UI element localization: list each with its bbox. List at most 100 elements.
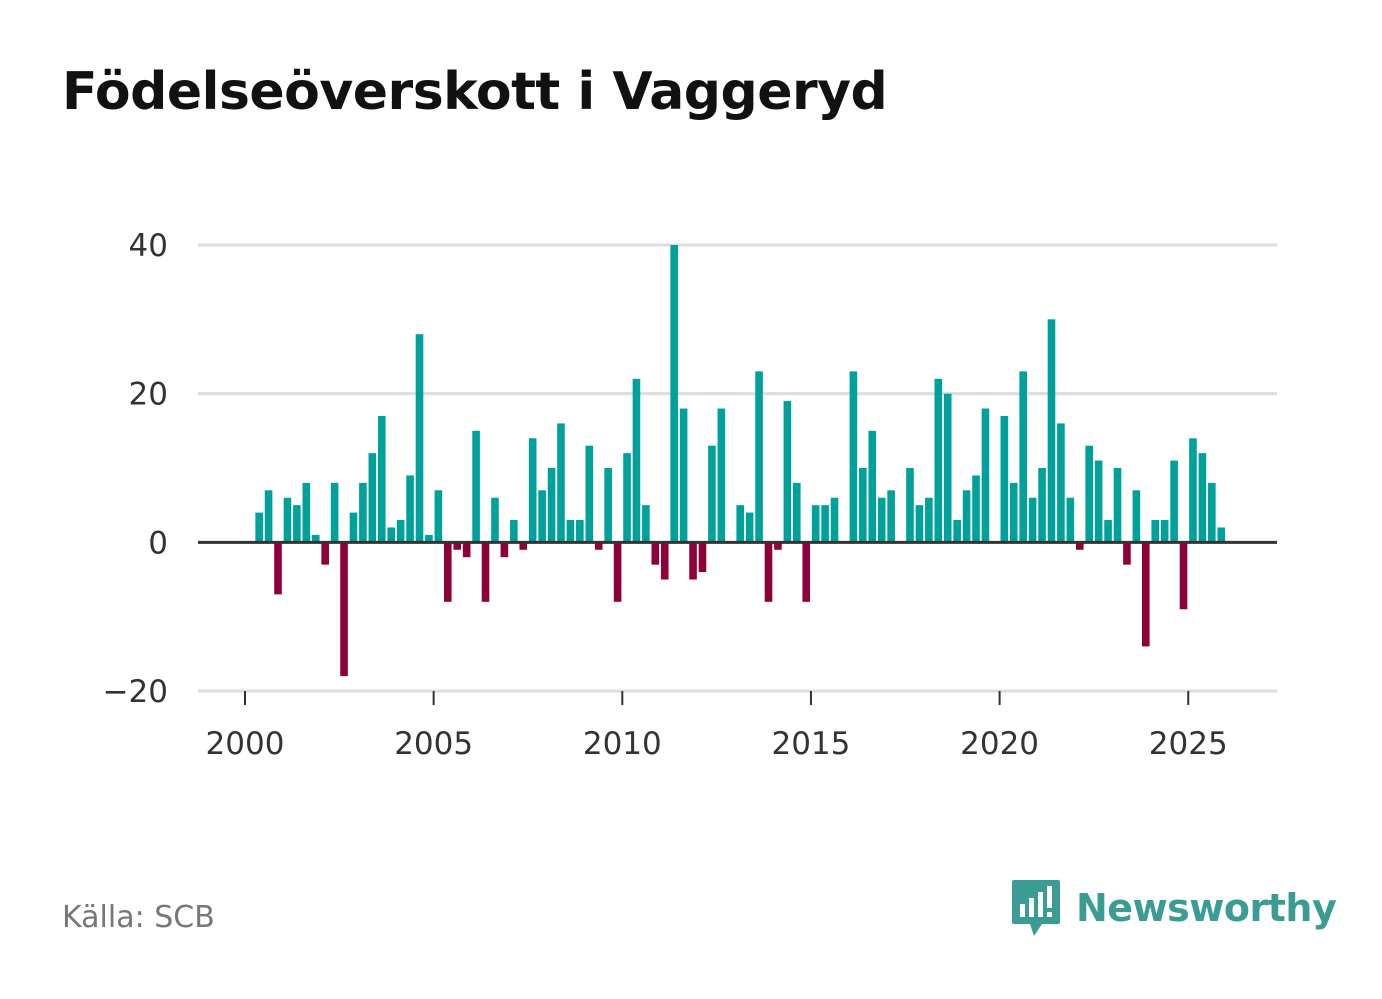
- bar-positive: [425, 534, 433, 543]
- bar-positive: [670, 245, 678, 543]
- bar-positive: [330, 482, 339, 543]
- bar-positive: [642, 505, 650, 543]
- bar-positive: [359, 482, 367, 543]
- bar-positive: [255, 512, 263, 543]
- bar-negative: [1179, 542, 1188, 610]
- bar-negative: [613, 542, 622, 602]
- bar-chart-speech-bubble-icon: [1012, 880, 1060, 936]
- bar-positive: [510, 520, 518, 543]
- bar-positive: [1085, 445, 1094, 543]
- bar-positive: [538, 490, 546, 543]
- brand-name: Newsworthy: [1076, 886, 1337, 930]
- bar-negative: [764, 542, 773, 602]
- bar-positive: [349, 512, 358, 543]
- bar-positive: [736, 505, 745, 543]
- bar-positive: [632, 378, 641, 543]
- bar-positive: [264, 490, 273, 543]
- chart-title: Födelseöverskott i Vaggeryd: [62, 62, 888, 122]
- bar-positive: [830, 497, 839, 543]
- bar-positive: [934, 378, 943, 543]
- bar-positive: [906, 468, 914, 543]
- source-label: Källa: SCB: [62, 900, 215, 935]
- bar-positive: [962, 490, 971, 543]
- bar-positive: [1217, 527, 1226, 543]
- bar-positive: [1208, 482, 1216, 543]
- bar-positive: [302, 482, 311, 543]
- bar-positive: [1198, 453, 1207, 543]
- bar-positive: [396, 520, 405, 543]
- bar-positive: [925, 497, 933, 543]
- bar-positive: [717, 408, 726, 543]
- bar-positive: [783, 401, 792, 543]
- axes: 40 20 0 −20 2000 2005 2010 2015 2020 2025: [103, 228, 1277, 762]
- bar-positive: [1047, 319, 1056, 543]
- bar-positive: [1104, 520, 1112, 543]
- x-tick-label: 2010: [583, 726, 662, 762]
- bar-positive: [1028, 497, 1037, 543]
- bar-positive: [1057, 423, 1065, 543]
- y-tick-label: 40: [129, 228, 168, 264]
- x-tick-label: 2005: [394, 726, 473, 762]
- bar-positive: [755, 371, 763, 543]
- bar-positive: [491, 497, 499, 543]
- bar-positive: [547, 468, 556, 543]
- bar-positive: [793, 482, 801, 543]
- bar-negative: [519, 542, 528, 550]
- bar-positive: [821, 505, 829, 543]
- x-tick-label: 2015: [771, 726, 850, 762]
- bar-positive: [868, 430, 877, 543]
- bar-positive: [566, 520, 575, 543]
- bar-positive: [1000, 415, 1009, 543]
- bar-positive: [528, 438, 537, 543]
- bar-negative: [453, 542, 462, 550]
- bar-negative: [802, 542, 811, 602]
- bar-positive: [406, 475, 414, 543]
- bar-negative: [689, 542, 697, 580]
- bar-positive: [1009, 482, 1018, 543]
- bar-positive: [387, 527, 395, 543]
- bar-negative: [340, 542, 348, 677]
- bar-positive: [1038, 468, 1046, 543]
- bar-positive: [585, 445, 594, 543]
- bar-negative: [1123, 542, 1131, 565]
- bar-series: [255, 245, 1226, 677]
- bar-positive: [576, 520, 584, 543]
- bar-positive: [877, 497, 886, 543]
- bar-positive: [1160, 520, 1169, 543]
- bar-negative: [444, 542, 452, 602]
- bar-negative: [774, 542, 782, 550]
- bar-negative: [462, 542, 471, 558]
- bar-positive: [972, 475, 980, 543]
- bar-positive: [1113, 468, 1122, 543]
- bar-positive: [311, 534, 320, 543]
- bar-positive: [283, 497, 292, 543]
- bar-positive: [1094, 460, 1103, 543]
- bar-positive: [1132, 490, 1141, 543]
- bar-positive: [859, 468, 867, 543]
- y-tick-label: 0: [148, 525, 168, 561]
- bar-positive: [293, 505, 301, 543]
- bar-positive: [604, 468, 612, 543]
- bar-negative: [500, 542, 509, 558]
- bar-negative: [594, 542, 603, 550]
- bar-positive: [1019, 371, 1027, 543]
- bar-positive: [708, 445, 716, 543]
- bar-negative: [274, 542, 282, 595]
- newsworthy-logo[interactable]: Newsworthy: [1010, 878, 1337, 938]
- x-tick-label: 2025: [1149, 726, 1228, 762]
- bar-negative: [481, 542, 490, 602]
- bar-positive: [679, 408, 688, 543]
- x-tick-label: 2000: [206, 726, 285, 762]
- bar-positive: [887, 490, 895, 543]
- bar-positive: [557, 423, 565, 543]
- bar-negative: [698, 542, 707, 573]
- y-tick-label: 20: [129, 377, 168, 413]
- bar-positive: [1170, 460, 1178, 543]
- bar-positive: [1066, 497, 1075, 543]
- bar-positive: [1151, 520, 1160, 543]
- y-tick-label: −20: [103, 674, 168, 710]
- bar-positive: [415, 334, 424, 543]
- bar-positive: [953, 520, 961, 543]
- bar-positive: [1189, 438, 1197, 543]
